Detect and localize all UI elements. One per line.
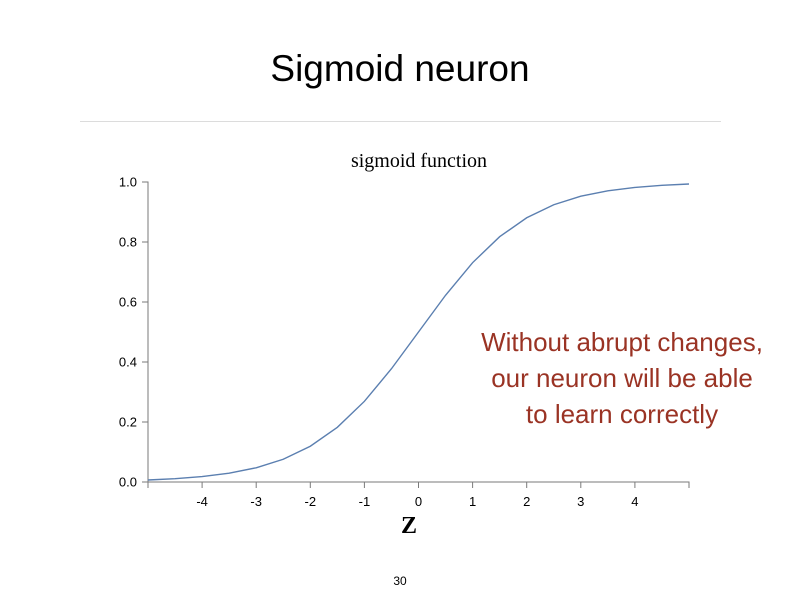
x-axis-label: Z (401, 513, 417, 539)
sigmoid-curve (147, 183, 690, 481)
x-tick-label: -4 (196, 494, 208, 509)
y-tick-label: 0.0 (119, 475, 137, 490)
y-tick-label: 0.8 (119, 235, 137, 250)
y-axis-ticks: 0.0 0.2 0.4 0.6 0.8 1.0 (119, 175, 148, 490)
annotation-line-1: Without abrupt changes, (481, 327, 763, 357)
y-tick-label: 0.2 (119, 415, 137, 430)
x-tick-label: -3 (250, 494, 262, 509)
slide-title: Sigmoid neuron (270, 48, 530, 89)
y-tick-label: 1.0 (119, 175, 137, 190)
x-tick-label: 0 (415, 494, 422, 509)
sigmoid-chart: sigmoid function 0.0 0.2 0.4 0.6 0.8 1.0 -4 -3… (119, 150, 690, 539)
annotation-text: Without abrupt changes, our neuron will … (444, 324, 800, 432)
annotation-line-2: our neuron will be able (491, 363, 753, 393)
annotation-line-3: to learn correctly (525, 399, 719, 429)
y-tick-label: 0.4 (119, 355, 137, 370)
page-number: 30 (393, 574, 407, 588)
y-tick-label: 0.6 (119, 295, 137, 310)
title-divider (80, 121, 721, 122)
y-axis-line (142, 181, 149, 483)
x-tick-label: 1 (469, 494, 476, 509)
chart-title: sigmoid function (351, 150, 487, 172)
x-tick-label: 4 (631, 494, 638, 509)
x-tick-label: -1 (359, 494, 371, 509)
x-tick-label: -2 (305, 494, 317, 509)
x-axis-ticks: -4 -3 -2 -1 0 1 2 3 4 (196, 482, 639, 509)
x-tick-label: 2 (523, 494, 530, 509)
x-tick-label: 3 (577, 494, 584, 509)
